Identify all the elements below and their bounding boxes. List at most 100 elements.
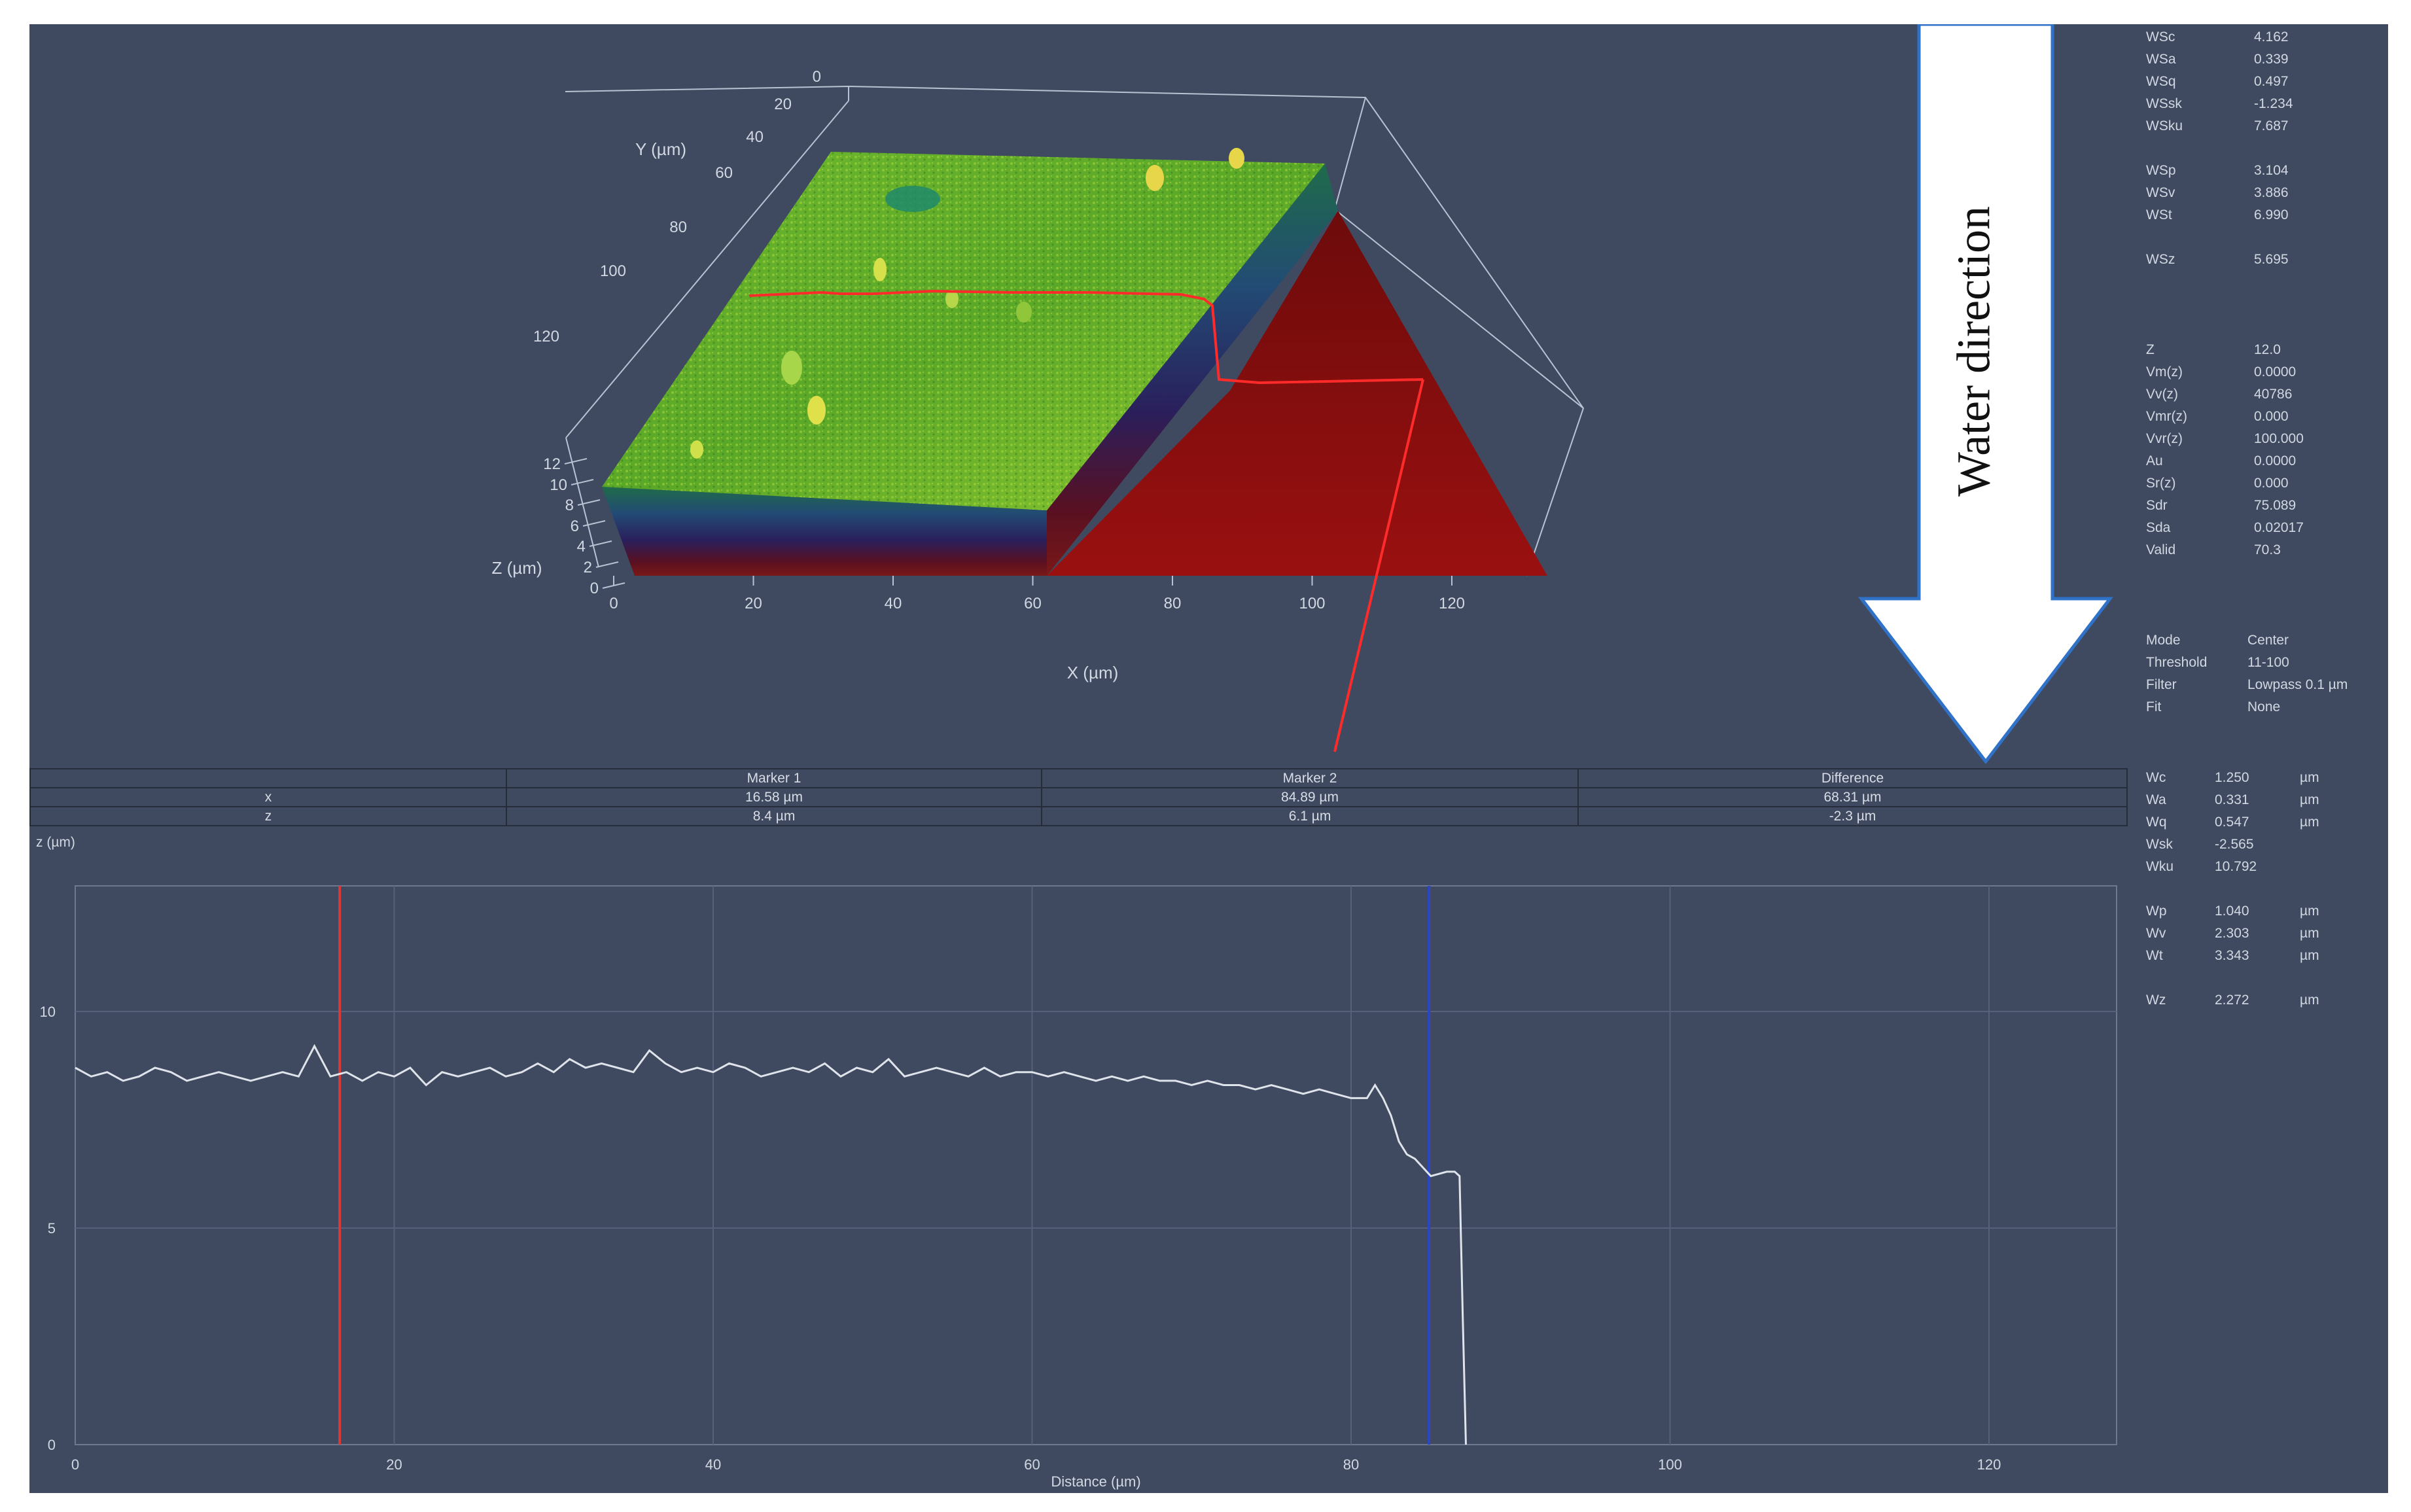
y-axis-ticks-3d: 0 20 40 60 80 100 120 xyxy=(533,68,821,345)
table-cell: 6.1 µm xyxy=(1041,806,1579,826)
stat-value: 40786 xyxy=(2254,387,2293,402)
block-right-face xyxy=(1047,164,1338,576)
y-tick-label: 0 xyxy=(813,68,821,86)
stat-value: 11-100 xyxy=(2247,655,2289,670)
stat-unit: µm xyxy=(2300,993,2319,1008)
x-tick-label: 60 xyxy=(1024,1456,1040,1473)
stat-unit: µm xyxy=(2300,770,2319,785)
stat-name: Sda xyxy=(2146,520,2171,535)
stat-value: 1.040 xyxy=(2215,904,2249,919)
stat-name: Wp xyxy=(2146,904,2167,919)
stat-value: 0.339 xyxy=(2254,52,2289,67)
stat-value: 0.497 xyxy=(2254,74,2289,89)
plot-frame xyxy=(75,885,2117,1445)
profile-line-3d xyxy=(748,289,1424,752)
red-floor-plane xyxy=(1047,211,1547,576)
x-tick-label: 40 xyxy=(885,595,902,612)
stat-name: Wt xyxy=(2146,948,2163,963)
x-tick-label: 0 xyxy=(609,595,618,612)
y-axis-label: Y (µm) xyxy=(635,139,686,159)
stat-name: Mode xyxy=(2146,633,2181,648)
stat-name: Sr(z) xyxy=(2146,476,2176,491)
water-direction-label: Water direction xyxy=(1947,206,2000,497)
stat-name: Wq xyxy=(2146,815,2167,830)
stat-value: None xyxy=(2247,699,2281,714)
chart-ticks: 0 20 40 60 80 100 120 0 5 10 xyxy=(40,1004,2001,1473)
stat-unit: µm xyxy=(2300,792,2319,807)
stat-value: 0.0000 xyxy=(2254,453,2297,468)
chart-markers[interactable] xyxy=(338,886,1431,1445)
x-axis-label: X (µm) xyxy=(1067,663,1119,682)
profile-series-line xyxy=(75,1044,1467,1445)
x-tick-label: 100 xyxy=(1658,1456,1682,1473)
stat-value: 3.886 xyxy=(2254,185,2289,200)
table-cell: 16.58 µm xyxy=(506,787,1042,807)
x-tick-label: 100 xyxy=(1299,595,1325,612)
z-axis-ticks-3d: 0 2 4 6 8 10 12 xyxy=(543,455,625,597)
stat-value: 70.3 xyxy=(2254,542,2281,557)
stat-name: WSq xyxy=(2146,74,2176,89)
stat-name: Wa xyxy=(2146,792,2166,807)
stat-name: Vm(z) xyxy=(2146,364,2183,379)
stat-value: 3.104 xyxy=(2254,163,2289,178)
stat-value: 10.792 xyxy=(2215,859,2257,874)
x-tick-label: 120 xyxy=(1977,1456,2001,1473)
stat-name: Vmr(z) xyxy=(2146,409,2187,424)
stat-name: Vvr(z) xyxy=(2146,431,2183,446)
x-axis-ticks-3d: 0 20 40 60 80 100 120 xyxy=(609,576,1465,612)
stat-name: Wv xyxy=(2146,926,2166,941)
table-header-cell xyxy=(29,768,507,788)
stat-value: 12.0 xyxy=(2254,342,2281,357)
y-tick-label: 80 xyxy=(669,219,687,236)
table-cell: z xyxy=(29,806,507,826)
stat-name: Wsk xyxy=(2146,837,2173,852)
table-row: z 8.4 µm 6.1 µm -2.3 µm xyxy=(29,806,2128,826)
stat-name: Filter xyxy=(2146,677,2177,692)
stat-value: 5.695 xyxy=(2254,252,2289,267)
stat-value: 6.990 xyxy=(2254,207,2289,222)
stat-value: Center xyxy=(2247,633,2289,648)
stat-value: 0.000 xyxy=(2254,476,2289,491)
stat-unit: µm xyxy=(2300,904,2319,919)
stat-name: Vv(z) xyxy=(2146,387,2178,402)
stat-unit: µm xyxy=(2300,948,2319,963)
stat-name: WSa xyxy=(2146,52,2176,67)
stat-name: Sdr xyxy=(2146,498,2168,513)
stat-value: -1.234 xyxy=(2254,96,2293,111)
stat-unit: µm xyxy=(2300,926,2319,941)
stat-value: 2.272 xyxy=(2215,993,2249,1008)
bounding-box xyxy=(565,85,1585,576)
y-tick-label: 20 xyxy=(774,96,792,113)
profile-chart[interactable]: z (µm) 0 20 40 60 80 100 120 0 5 10 Distance (µm) xyxy=(29,832,2143,1493)
x-tick-label: 0 xyxy=(71,1456,79,1473)
table-cell: 68.31 µm xyxy=(1577,787,2128,807)
stat-name: WSsk xyxy=(2146,96,2182,111)
stat-name: Fit xyxy=(2146,699,2162,714)
stat-value: 75.089 xyxy=(2254,498,2297,513)
x-tick-label: 20 xyxy=(386,1456,402,1473)
x-tick-label: 80 xyxy=(1343,1456,1359,1473)
table-header-difference: Difference xyxy=(1577,768,2128,788)
y-tick-label: 120 xyxy=(533,328,559,345)
z-axis-label: Z (µm) xyxy=(491,558,542,578)
marker-table: Marker 1 Marker 2 Difference x 16.58 µm … xyxy=(29,768,2128,826)
stat-value: 7.687 xyxy=(2254,118,2289,133)
stat-name: Wz xyxy=(2146,993,2166,1008)
stat-value: 0.0000 xyxy=(2254,364,2297,379)
chart-ylabel: z (µm) xyxy=(36,835,75,850)
chart-xlabel: Distance (µm) xyxy=(1051,1473,1140,1490)
stat-value: 1.250 xyxy=(2215,770,2249,785)
stat-name: Au xyxy=(2146,453,2163,468)
water-direction-arrow-icon xyxy=(1857,24,2114,764)
table-cell: -2.3 µm xyxy=(1577,806,2128,826)
z-tick-label: 6 xyxy=(571,518,579,535)
z-tick-label: 8 xyxy=(565,497,574,514)
stat-name: Valid xyxy=(2146,542,2176,557)
block-front-face xyxy=(602,487,1047,576)
surface-3d-view[interactable]: Y (µm) Z (µm) X (µm) 0 20 40 60 80 100 120 020… xyxy=(29,24,1992,764)
stat-value: 0.331 xyxy=(2215,792,2249,807)
stat-value: 3.343 xyxy=(2215,948,2249,963)
stat-name: Wku xyxy=(2146,859,2173,874)
table-cell: 84.89 µm xyxy=(1041,787,1579,807)
z-tick-label: 0 xyxy=(590,580,599,597)
